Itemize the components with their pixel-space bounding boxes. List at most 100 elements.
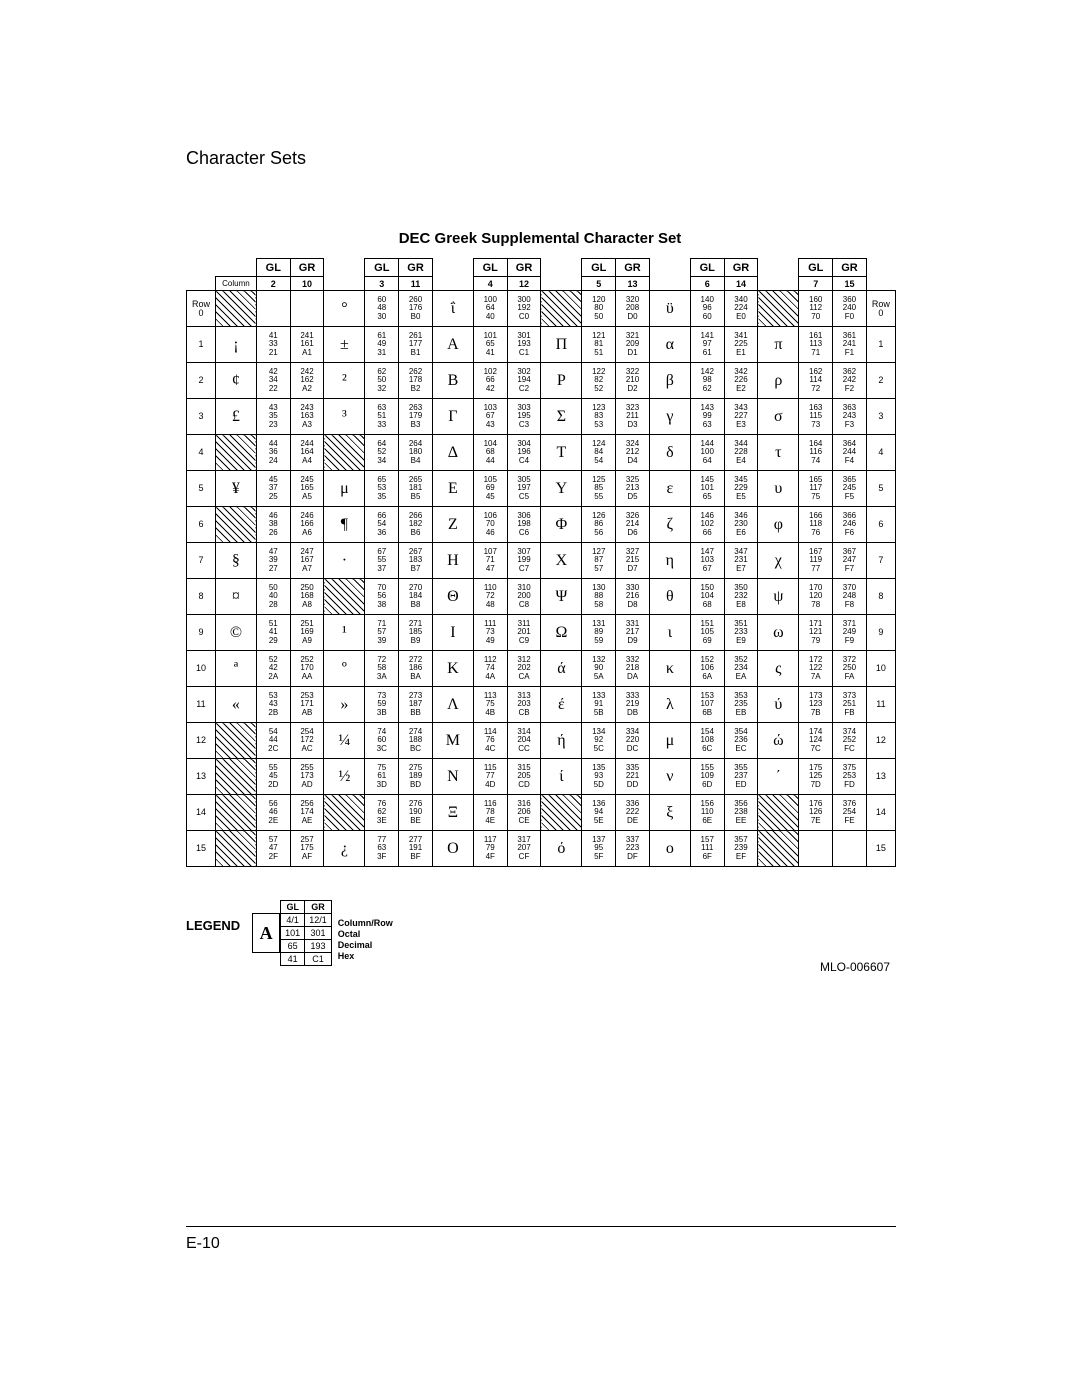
gr-codes: 242162A2 [290, 363, 324, 399]
gr-codes: 372250FA [833, 651, 867, 687]
glyph-cell [215, 795, 256, 831]
table-row: 2¢423422242162A2²625032262178B2Β10266423… [187, 363, 896, 399]
gl-codes: 1531076B [690, 687, 724, 723]
glyph-cell: Ρ [541, 363, 582, 399]
gl-codes: 1046844 [473, 435, 507, 471]
gl-codes: 55452D [256, 759, 290, 795]
gr-codes: 340224E0 [724, 291, 758, 327]
glyph-cell: ½ [324, 759, 365, 795]
glyph-cell: ς [758, 651, 799, 687]
glyph-cell: ή [541, 723, 582, 759]
row-label-right: 14 [866, 795, 895, 831]
gr-codes: 374252FC [833, 723, 867, 759]
glyph-cell: ¥ [215, 471, 256, 507]
glyph-cell: · [324, 543, 365, 579]
row-label-right: 13 [866, 759, 895, 795]
gr-codes: 373251FB [833, 687, 867, 723]
page-number: E-10 [186, 1235, 220, 1253]
row-label-left: 12 [187, 723, 216, 759]
glyph-cell: ν [649, 759, 690, 795]
gr-codes: 331217D9 [616, 615, 650, 651]
gl-codes: 16511775 [799, 471, 833, 507]
gr-codes: 314204CC [507, 723, 541, 759]
glyph-cell: ΐ [432, 291, 473, 327]
glyph-cell: α [649, 327, 690, 363]
glyph-cell: Χ [541, 543, 582, 579]
glyph-cell: Γ [432, 399, 473, 435]
row-label-left: 9 [187, 615, 216, 651]
gr-codes: 247167A7 [290, 543, 324, 579]
legend-glyph: A [252, 913, 280, 953]
gr-codes: 366246F6 [833, 507, 867, 543]
gr-codes: 311201C9 [507, 615, 541, 651]
glyph-cell: Ν [432, 759, 473, 795]
gr-codes: 326214D6 [616, 507, 650, 543]
gr-codes: 257175AF [290, 831, 324, 867]
glyph-cell: Β [432, 363, 473, 399]
gl-codes: 16011270 [799, 291, 833, 327]
gr-codes: 360240F0 [833, 291, 867, 327]
gr-codes: 330216D8 [616, 579, 650, 615]
row-label-left: 1 [187, 327, 216, 363]
glyph-cell: Ψ [541, 579, 582, 615]
glyph-cell [758, 831, 799, 867]
row-label-right: 2 [866, 363, 895, 399]
gr-codes: 272186BA [399, 651, 433, 687]
gl-codes: 74603C [365, 723, 399, 759]
gl-codes: 53432B [256, 687, 290, 723]
gr-codes: 333219DB [616, 687, 650, 723]
glyph-cell: π [758, 327, 799, 363]
glyph-cell: £ [215, 399, 256, 435]
glyph-cell: ϋ [649, 291, 690, 327]
gl-codes: 1521066A [690, 651, 724, 687]
gr-codes: 264180B4 [399, 435, 433, 471]
legend-desc: Column/Row Octal Decimal Hex [332, 904, 393, 961]
gr-codes: 352234EA [724, 651, 758, 687]
table-row: 1355452D255173AD½75613D275189BDΝ115774D3… [187, 759, 896, 795]
gl-codes: 645234 [365, 435, 399, 471]
glyph-cell: ¡ [215, 327, 256, 363]
glyph-cell: ¹ [324, 615, 365, 651]
glyph-cell: ¿ [324, 831, 365, 867]
table-row: 9©514129251169A9¹715739271185B9Ι11173493… [187, 615, 896, 651]
gr-codes: 347231E7 [724, 543, 758, 579]
row-label-left: 3 [187, 399, 216, 435]
gr-codes: 365245F5 [833, 471, 867, 507]
row-label-right: 3 [866, 399, 895, 435]
gl-codes: 1218151 [582, 327, 616, 363]
table-row: 7§473927247167A7·675537267183B7Η10771473… [187, 543, 896, 579]
gl-codes: 1117349 [473, 615, 507, 651]
glyph-cell: Ξ [432, 795, 473, 831]
gr-codes: 357239EF [724, 831, 758, 867]
gr-codes: 344228E4 [724, 435, 758, 471]
gr-codes: 305197C5 [507, 471, 541, 507]
gr-codes: 346230E6 [724, 507, 758, 543]
gr-codes: 307199C7 [507, 543, 541, 579]
glyph-cell: Σ [541, 399, 582, 435]
gr-codes: 315205CD [507, 759, 541, 795]
gr-codes: 277191BF [399, 831, 433, 867]
gl-codes [799, 831, 833, 867]
glyph-cell: Ο [432, 831, 473, 867]
glyph-cell: ¶ [324, 507, 365, 543]
row-label-left: 14 [187, 795, 216, 831]
gl-codes: 17112179 [799, 615, 833, 651]
gl-codes: 115774D [473, 759, 507, 795]
gl-codes: 665436 [365, 507, 399, 543]
gl-codes: 75613D [365, 759, 399, 795]
gl-codes: 1429862 [690, 363, 724, 399]
row-label-left: 7 [187, 543, 216, 579]
gr-codes: 322210D2 [616, 363, 650, 399]
table-row: 1¡413321241161A1±614931261177B1Α10165413… [187, 327, 896, 363]
gr-codes: 276190BE [399, 795, 433, 831]
gr-codes: 246166A6 [290, 507, 324, 543]
glyph-cell [324, 435, 365, 471]
gr-codes: 271185B9 [399, 615, 433, 651]
gr-codes: 363243F3 [833, 399, 867, 435]
glyph-cell: χ [758, 543, 799, 579]
gl-codes: 614931 [365, 327, 399, 363]
gl-codes: 463826 [256, 507, 290, 543]
glyph-cell: ά [541, 651, 582, 687]
hdr-gl: GL [256, 259, 290, 277]
gr-codes: 320208D0 [616, 291, 650, 327]
